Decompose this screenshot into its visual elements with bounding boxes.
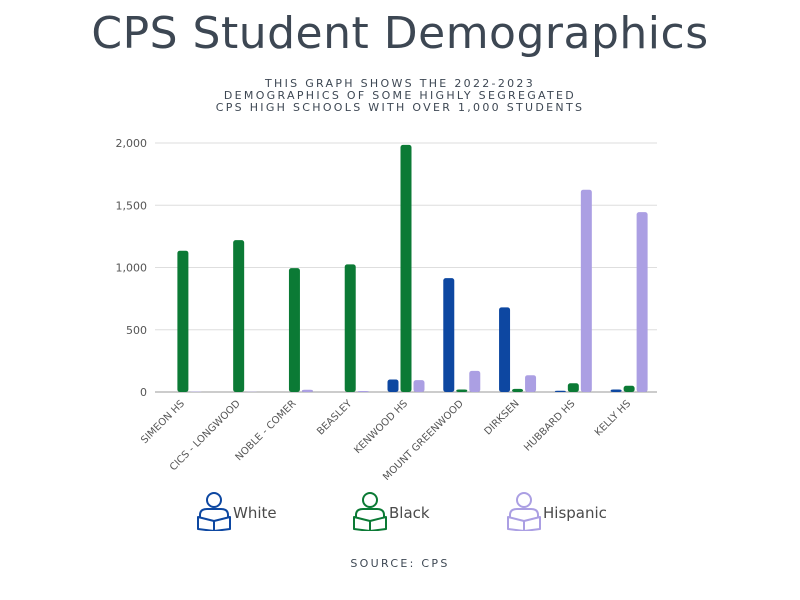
reader-icon (197, 492, 231, 531)
y-tick-label: 1,500 (116, 199, 148, 212)
legend-item-white: White (196, 490, 277, 532)
bar (580, 189, 592, 392)
bar (456, 389, 468, 392)
subtitle-line: DEMOGRAPHICS OF SOME HIGHLY SEGREGATED (223, 89, 577, 102)
legend-item-black: Black (352, 490, 430, 532)
y-tick-label: 0 (140, 386, 147, 399)
bar (301, 389, 313, 392)
bar (512, 388, 524, 392)
reader-icon (507, 492, 541, 531)
bar (387, 379, 399, 392)
x-tick-label: BEASLEY (315, 398, 355, 438)
x-tick-label: NOBLE - COMER (234, 398, 299, 463)
legend-label: Black (389, 504, 430, 522)
bar (357, 391, 369, 392)
bar (344, 264, 356, 392)
bar (623, 385, 635, 392)
bar (567, 383, 579, 392)
x-tick-label: KENWOOD HS (352, 398, 410, 456)
bar (610, 389, 622, 392)
bar (288, 268, 300, 392)
chart-title: CPS Student Demographics (91, 8, 709, 59)
legend-label: Hispanic (543, 504, 607, 522)
y-tick-label: 500 (126, 324, 147, 337)
y-tick-label: 1,000 (116, 262, 148, 275)
reader-icon (353, 492, 387, 531)
subtitle-line: CPS HIGH SCHOOLS WITH OVER 1,000 STUDENT… (215, 101, 585, 114)
bar (443, 278, 455, 392)
x-tick-label: KELLY HS (593, 398, 633, 438)
bar (400, 144, 412, 392)
bar (177, 250, 189, 392)
x-tick-label: DIRKSEN (483, 398, 522, 437)
x-tick-label: SIMEON HS (139, 398, 187, 446)
chart-subtitle: THIS GRAPH SHOWS THE 2022-2023 DEMOGRAPH… (0, 78, 800, 114)
bar (413, 380, 425, 392)
y-tick-label: 2,000 (116, 137, 148, 150)
bar (499, 307, 511, 392)
bar (636, 212, 648, 392)
legend-item-hispanic: Hispanic (506, 490, 607, 532)
legend-label: White (233, 504, 277, 522)
bar (233, 240, 245, 392)
subtitle-line: THIS GRAPH SHOWS THE 2022-2023 (264, 77, 536, 90)
bar (469, 370, 481, 392)
bar (554, 390, 566, 392)
x-tick-label: HUBBARD HS (522, 398, 577, 453)
source-note: SOURCE: CPS (350, 557, 450, 570)
bar (525, 375, 537, 392)
